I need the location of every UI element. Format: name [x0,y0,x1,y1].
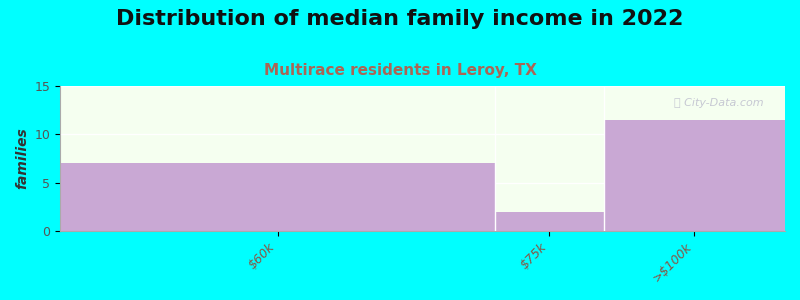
Y-axis label: families: families [15,128,29,189]
Text: Distribution of median family income in 2022: Distribution of median family income in … [116,9,684,29]
Text: ⓘ City-Data.com: ⓘ City-Data.com [674,98,763,108]
Bar [495,212,604,231]
Bar [60,163,495,231]
Text: Multirace residents in Leroy, TX: Multirace residents in Leroy, TX [263,63,537,78]
Bar [604,120,785,231]
